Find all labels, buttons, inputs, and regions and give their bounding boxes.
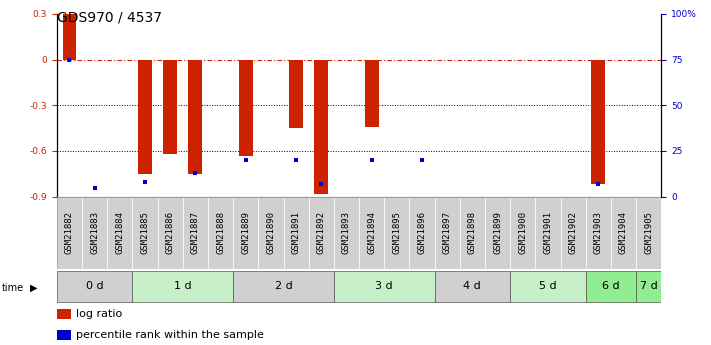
Bar xyxy=(592,60,605,185)
Bar xyxy=(636,197,661,269)
Text: GDS970 / 4537: GDS970 / 4537 xyxy=(57,10,162,24)
Text: GSM21899: GSM21899 xyxy=(493,211,502,254)
Text: 6 d: 6 d xyxy=(602,281,620,290)
Bar xyxy=(334,197,359,269)
Text: 3 d: 3 d xyxy=(375,281,393,290)
Bar xyxy=(485,197,510,269)
Text: ▶: ▶ xyxy=(30,283,38,293)
Bar xyxy=(233,197,258,269)
Bar xyxy=(359,197,384,269)
Bar xyxy=(107,197,132,269)
Bar xyxy=(510,197,535,269)
Bar xyxy=(57,330,71,340)
Text: GSM21891: GSM21891 xyxy=(292,211,301,254)
Bar xyxy=(611,197,636,269)
Bar xyxy=(138,60,152,174)
Text: GSM21901: GSM21901 xyxy=(543,211,552,254)
Bar xyxy=(535,197,560,269)
Text: GSM21900: GSM21900 xyxy=(518,211,528,254)
Bar xyxy=(158,197,183,269)
Bar xyxy=(314,60,328,194)
Text: GSM21889: GSM21889 xyxy=(241,211,250,254)
Text: GSM21894: GSM21894 xyxy=(367,211,376,254)
Text: 1 d: 1 d xyxy=(174,281,191,290)
Bar xyxy=(233,271,334,302)
Bar xyxy=(208,197,233,269)
Bar xyxy=(57,271,132,302)
Text: log ratio: log ratio xyxy=(77,309,123,319)
Bar xyxy=(460,197,485,269)
Text: GSM21888: GSM21888 xyxy=(216,211,225,254)
Text: percentile rank within the sample: percentile rank within the sample xyxy=(77,330,264,340)
Text: GSM21887: GSM21887 xyxy=(191,211,200,254)
Text: GSM21898: GSM21898 xyxy=(468,211,477,254)
Bar xyxy=(586,197,611,269)
Bar xyxy=(57,197,82,269)
Text: GSM21905: GSM21905 xyxy=(644,211,653,254)
Text: GSM21890: GSM21890 xyxy=(267,211,275,254)
Bar xyxy=(309,197,334,269)
Text: GSM21885: GSM21885 xyxy=(141,211,149,254)
Bar xyxy=(384,197,410,269)
Bar xyxy=(410,197,434,269)
Bar xyxy=(636,271,661,302)
Bar xyxy=(239,60,252,156)
Bar xyxy=(365,60,378,127)
Text: GSM21896: GSM21896 xyxy=(417,211,427,254)
Bar xyxy=(334,271,434,302)
Text: GSM21892: GSM21892 xyxy=(317,211,326,254)
Bar xyxy=(132,197,158,269)
Text: GSM21902: GSM21902 xyxy=(569,211,577,254)
Bar xyxy=(284,197,309,269)
Text: 5 d: 5 d xyxy=(539,281,557,290)
Bar xyxy=(57,309,71,319)
Bar xyxy=(132,271,233,302)
Bar xyxy=(289,60,303,128)
Text: GSM21903: GSM21903 xyxy=(594,211,603,254)
Text: 4 d: 4 d xyxy=(464,281,481,290)
Text: GSM21893: GSM21893 xyxy=(342,211,351,254)
Bar xyxy=(63,14,76,60)
Bar xyxy=(258,197,284,269)
Bar xyxy=(560,197,586,269)
Bar xyxy=(434,271,510,302)
Bar xyxy=(183,197,208,269)
Bar xyxy=(510,271,586,302)
Text: GSM21883: GSM21883 xyxy=(90,211,99,254)
Text: GSM21904: GSM21904 xyxy=(619,211,628,254)
Text: GSM21886: GSM21886 xyxy=(166,211,175,254)
Bar xyxy=(188,60,203,174)
Bar xyxy=(82,197,107,269)
Text: GSM21882: GSM21882 xyxy=(65,211,74,254)
Text: GSM21884: GSM21884 xyxy=(115,211,124,254)
Bar xyxy=(434,197,460,269)
Text: GSM21897: GSM21897 xyxy=(443,211,451,254)
Text: 0 d: 0 d xyxy=(86,281,104,290)
Text: 2 d: 2 d xyxy=(274,281,292,290)
Bar xyxy=(164,60,177,154)
Bar xyxy=(586,271,636,302)
Text: time: time xyxy=(1,283,23,293)
Text: 7 d: 7 d xyxy=(640,281,658,290)
Text: GSM21895: GSM21895 xyxy=(392,211,401,254)
